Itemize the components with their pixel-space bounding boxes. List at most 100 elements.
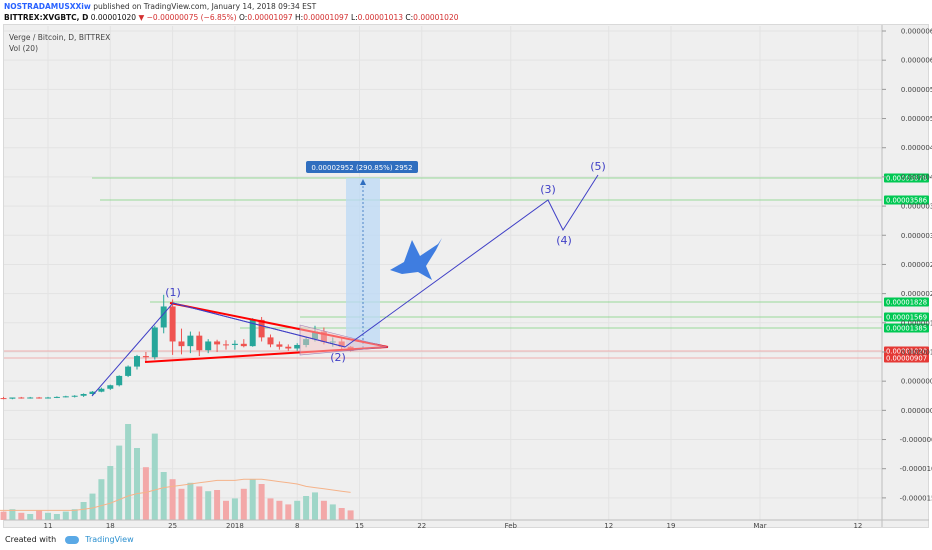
jet-plane-icon xyxy=(390,238,442,280)
price-axis: 0.00000650 0.00000600 0.00000550 0.00000500… xyxy=(881,25,932,527)
chart-legend: Verge / Bitcoin, D, BITTREX Vol (20) xyxy=(9,32,110,54)
candle-body xyxy=(107,385,114,389)
volume-bar xyxy=(98,479,105,520)
volume-bar xyxy=(347,510,354,520)
volume-bar xyxy=(258,484,265,520)
level-price-text: 0.00003586 xyxy=(886,197,927,205)
candle-body xyxy=(285,346,292,349)
price-tick-label: 0.00000450 xyxy=(901,144,932,152)
level-price-tag xyxy=(884,297,929,307)
level-price-tag xyxy=(884,323,929,333)
volume-bar xyxy=(27,514,34,520)
price-tick-label: 0.00000000 xyxy=(901,407,932,415)
candle-body xyxy=(160,306,167,328)
candle-body xyxy=(178,341,185,347)
volume-bar xyxy=(320,500,327,520)
price-tick-label: 0.00000650 xyxy=(901,28,932,36)
jet-plane-shape xyxy=(390,238,442,280)
time-tick-label: 12 xyxy=(604,522,613,530)
candle-body xyxy=(169,306,176,342)
volume-bar xyxy=(285,504,292,520)
legend-volume[interactable]: Vol (20) xyxy=(9,44,39,53)
legend-title[interactable]: Verge / Bitcoin, D, BITTREX xyxy=(9,33,111,42)
level-price-tag xyxy=(884,346,929,356)
candle-body xyxy=(116,375,123,386)
candle-body xyxy=(18,397,25,399)
high-label: H: xyxy=(295,13,304,22)
price-tick-label: 0.00000350 xyxy=(901,203,932,211)
level-price-text: 0.00001569 xyxy=(886,314,927,322)
price-range-measure: 0.00002952 (290.85%) 2952 xyxy=(306,161,418,348)
price-tick-label: 0.00000300 xyxy=(901,232,932,240)
time-tick-label: 22 xyxy=(417,522,426,530)
volume-bar xyxy=(231,498,238,520)
author-link[interactable]: NOSTRADAMUSXXiw xyxy=(4,2,91,11)
low-label: L: xyxy=(350,13,358,22)
tradingview-brand[interactable]: TradingView xyxy=(85,535,134,544)
measure-label-text: 0.00002952 (290.85%) 2952 xyxy=(311,164,412,172)
level-price-text: 0.00001020 xyxy=(886,348,927,356)
price-tick-label: -0.00001500 xyxy=(900,494,932,502)
candle-body xyxy=(223,344,229,346)
wave-1-2-line xyxy=(172,302,346,348)
time-tick-label: 2018 xyxy=(226,522,244,530)
publish-info: NOSTRADAMUSXXiw published on TradingView… xyxy=(4,2,316,11)
volume-bar xyxy=(80,502,87,520)
volume-bar xyxy=(178,488,185,520)
volume-bar xyxy=(267,498,274,520)
volume-bar xyxy=(187,482,194,520)
elliott-wave-path: (1) (2) (3) (4) (5) xyxy=(91,160,606,397)
wave-label: (3) xyxy=(540,183,556,196)
candle-body xyxy=(27,397,34,399)
measure-label-box xyxy=(306,161,418,173)
volume-bars xyxy=(0,424,354,520)
time-axis: 11 18 25 2018 8 15 22 Feb 12 19 Mar 12 xyxy=(4,519,929,530)
candle-body xyxy=(98,388,105,392)
candle-body xyxy=(45,397,51,399)
volume-bar xyxy=(71,509,78,520)
price-tick-label: 0.00000150 xyxy=(901,319,932,327)
volume-bar xyxy=(89,493,96,520)
volume-bar xyxy=(223,500,229,520)
price-tick-label: 0.00000400 xyxy=(901,173,932,181)
volume-bar xyxy=(142,467,149,520)
volume-bar xyxy=(62,511,69,520)
candle-body xyxy=(9,397,16,399)
volume-bar xyxy=(160,472,167,520)
candle-body xyxy=(0,398,7,400)
time-tick-label: 11 xyxy=(44,522,53,530)
candle-body xyxy=(151,327,158,358)
volume-bar xyxy=(312,492,318,520)
footer: Created with TradingView xyxy=(5,535,134,544)
candle-body xyxy=(80,393,87,396)
price-tick-label: -0.00001000 xyxy=(900,465,932,473)
volume-bar xyxy=(45,512,51,520)
volume-bar xyxy=(0,511,7,520)
open-label: O: xyxy=(239,13,248,22)
candle-body xyxy=(231,343,238,345)
volume-bar xyxy=(249,479,256,520)
time-tick-label: 25 xyxy=(168,522,177,530)
symbol-label: BITTREX:XVGBTC, D xyxy=(4,13,89,22)
last-price: 0.00001020 xyxy=(90,13,137,22)
volume-bar xyxy=(338,508,345,520)
price-change: ▼ −0.00000075 (−6.85%) xyxy=(138,13,237,22)
time-tick-label: 12 xyxy=(853,522,862,530)
candle-body xyxy=(294,344,301,349)
horizontal-levels: 0.00003878 0.00003586 0.00001828 0.00001569… xyxy=(4,173,929,363)
time-tick-label: 8 xyxy=(295,522,299,530)
volume-bar xyxy=(276,500,283,520)
time-tick-label: 15 xyxy=(355,522,364,530)
volume-bar xyxy=(116,445,123,520)
candle-body xyxy=(249,319,256,347)
candle-body xyxy=(276,344,283,347)
volume-bar xyxy=(134,448,140,520)
price-tick-label: 0.00000500 xyxy=(901,115,932,123)
high-value: 0.00001097 xyxy=(303,13,349,22)
volume-bar xyxy=(9,509,16,520)
price-tick-label: -0.00000050 xyxy=(900,436,932,444)
price-tick-label: 0.00000600 xyxy=(901,57,932,65)
level-price-text: 0.00003878 xyxy=(886,175,927,183)
level-price-tag xyxy=(884,353,929,363)
